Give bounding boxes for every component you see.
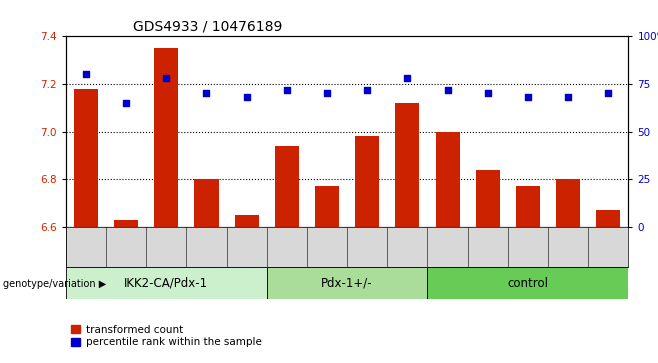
Point: [482, 91, 493, 97]
Legend: transformed count, percentile rank within the sample: transformed count, percentile rank withi…: [71, 325, 261, 347]
Point: [563, 94, 573, 100]
Point: [161, 75, 172, 81]
Bar: [516, 186, 540, 227]
Point: [121, 100, 132, 106]
Bar: [596, 210, 620, 227]
Bar: [275, 146, 299, 227]
Bar: [235, 215, 259, 227]
Point: [522, 94, 533, 100]
FancyBboxPatch shape: [428, 267, 628, 299]
FancyBboxPatch shape: [66, 267, 266, 299]
Text: Pdx-1+/-: Pdx-1+/-: [321, 277, 373, 290]
Text: control: control: [507, 277, 548, 290]
Point: [241, 94, 252, 100]
Point: [322, 91, 332, 97]
Point: [201, 91, 212, 97]
Bar: [476, 170, 500, 227]
Text: GDS4933 / 10476189: GDS4933 / 10476189: [134, 20, 283, 34]
Bar: [154, 48, 178, 227]
Bar: [355, 136, 379, 227]
Point: [442, 87, 453, 93]
FancyBboxPatch shape: [266, 267, 428, 299]
Bar: [194, 179, 218, 227]
Bar: [114, 220, 138, 227]
Bar: [556, 179, 580, 227]
Text: genotype/variation ▶: genotype/variation ▶: [3, 279, 107, 289]
Text: IKK2-CA/Pdx-1: IKK2-CA/Pdx-1: [124, 277, 209, 290]
Bar: [315, 186, 339, 227]
Point: [603, 91, 613, 97]
Point: [81, 72, 91, 77]
Bar: [436, 132, 459, 227]
Bar: [395, 103, 419, 227]
Bar: [74, 89, 98, 227]
Point: [362, 87, 372, 93]
Point: [402, 75, 413, 81]
Point: [282, 87, 292, 93]
